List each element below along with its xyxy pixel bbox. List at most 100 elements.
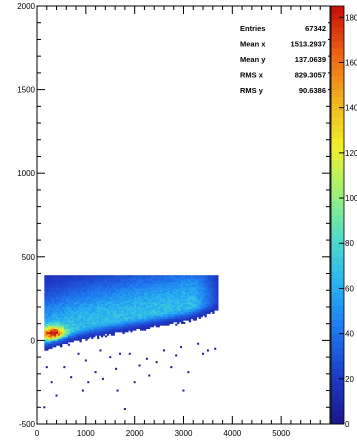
density-cell [159, 285, 162, 288]
density-cell [134, 286, 137, 289]
density-cell [79, 335, 82, 338]
density-cell [157, 325, 160, 328]
density-cell [87, 293, 90, 296]
density-cell [136, 320, 139, 323]
density-cell [100, 310, 104, 313]
density-cell [75, 298, 78, 301]
density-cell [54, 288, 57, 291]
density-cell [175, 298, 178, 301]
density-cell [106, 310, 110, 313]
density-cell [118, 276, 121, 279]
density-cell [132, 293, 135, 296]
density-cell [65, 313, 69, 316]
color-scale-step [331, 284, 344, 293]
density-cell [81, 315, 84, 318]
density-cell [61, 306, 65, 309]
density-cell [87, 276, 90, 279]
density-cell [159, 281, 162, 284]
density-cell [179, 320, 182, 323]
outlier-point [214, 347, 217, 350]
density-cell [87, 296, 90, 299]
density-cell [177, 285, 180, 288]
density-cell [216, 293, 219, 296]
density-cell [85, 285, 88, 288]
density-cell [167, 320, 170, 323]
density-cell [83, 296, 86, 299]
density-cell [186, 276, 190, 279]
density-cell [200, 280, 203, 283]
density-cell [163, 301, 166, 304]
density-cell [153, 278, 156, 281]
density-cell [106, 280, 110, 283]
density-cell [138, 286, 141, 289]
density-cell [138, 276, 141, 279]
density-cell [91, 288, 94, 291]
density-cell [130, 283, 133, 286]
density-cell [100, 316, 104, 319]
density-cell [56, 332, 59, 335]
density-cell [155, 281, 158, 284]
density-cell [100, 280, 104, 283]
density-cell [173, 313, 176, 316]
density-cell [91, 322, 94, 324]
outlier-point [180, 346, 183, 349]
density-cell [61, 286, 65, 289]
density-cell [179, 298, 182, 301]
density-cell [91, 278, 94, 281]
density-cell [126, 288, 129, 291]
density-cell [118, 310, 121, 313]
density-cell [177, 293, 180, 296]
density-cell [141, 276, 145, 279]
density-cell [214, 275, 217, 278]
density-cell [110, 311, 113, 314]
density-cell [54, 333, 57, 336]
density-cell [202, 276, 205, 279]
density-cell [44, 300, 47, 303]
density-cell [200, 283, 203, 286]
density-cell [67, 332, 71, 335]
density-cell [136, 316, 139, 319]
density-cell [85, 290, 88, 293]
density-cell [97, 303, 100, 306]
density-cell [44, 286, 47, 289]
density-cell [190, 306, 194, 309]
density-cell [132, 281, 135, 284]
density-cell [208, 286, 211, 289]
density-cell [75, 288, 78, 291]
density-cell [114, 281, 117, 284]
outlier-point [109, 356, 112, 359]
density-cell [143, 313, 147, 316]
density-cell [52, 315, 55, 318]
density-cell [61, 311, 65, 314]
density-cell [183, 285, 186, 288]
density-cell [102, 332, 106, 335]
density-cell [48, 293, 51, 296]
density-cell [179, 315, 182, 318]
density-cell [54, 280, 57, 283]
density-cell [163, 275, 166, 278]
density-cell [208, 296, 211, 299]
density-cell [112, 280, 115, 283]
density-cell [151, 296, 155, 299]
density-cell [65, 280, 69, 283]
density-cell [58, 276, 61, 279]
density-cell [126, 285, 129, 288]
density-cell [173, 293, 176, 296]
density-cell [141, 311, 145, 314]
density-cell [46, 306, 49, 309]
density-cell [151, 311, 155, 314]
density-cell [110, 308, 113, 311]
density-cell [186, 318, 190, 321]
density-cell [58, 340, 61, 343]
density-cell [87, 298, 90, 301]
density-cell [120, 295, 123, 298]
density-cell [128, 303, 131, 306]
density-cell [128, 300, 131, 303]
outlier-point [162, 349, 165, 352]
density-cell [83, 286, 86, 289]
outlier-point [182, 389, 185, 392]
density-cell [175, 318, 178, 321]
density-cell [145, 303, 149, 306]
density-cell [73, 278, 76, 281]
density-cell [165, 313, 168, 316]
